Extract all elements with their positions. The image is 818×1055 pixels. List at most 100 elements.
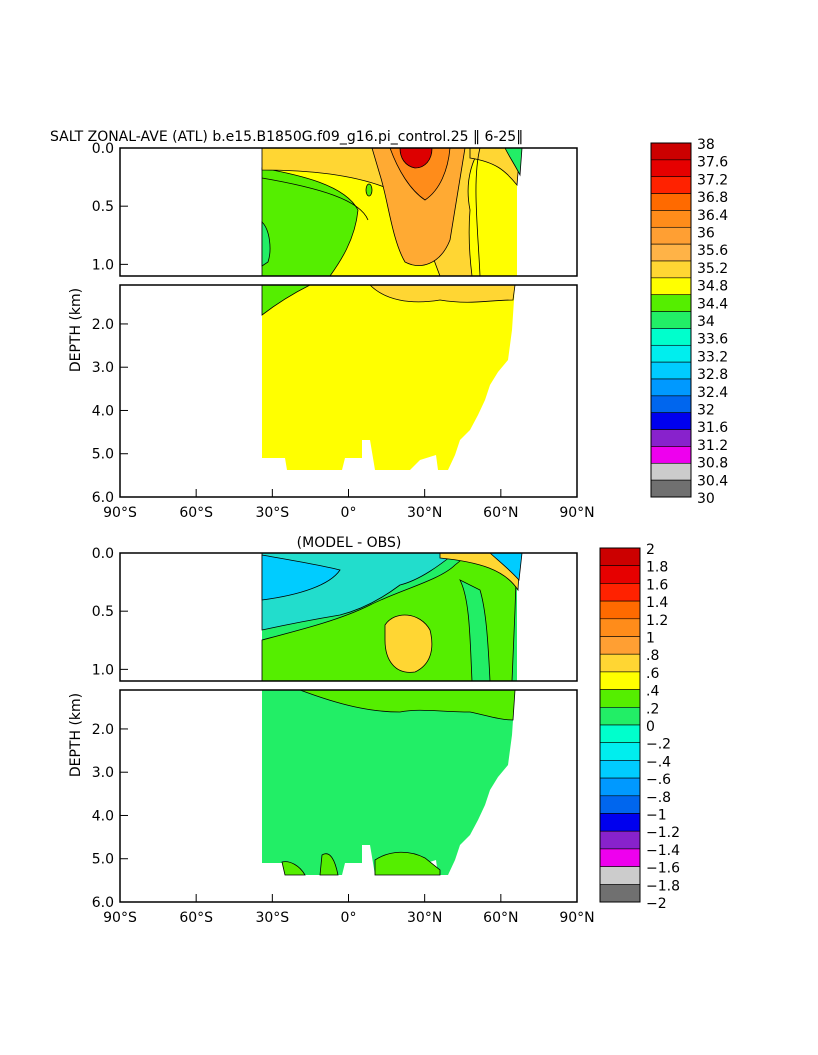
y-tick-label: 0.0: [92, 141, 114, 157]
colorbar-label: 33.6: [697, 332, 728, 348]
colorbar-swatch: [650, 328, 692, 346]
chart-title: SALT ZONAL-AVE (ATL) b.e15.B1850G.f09_g1…: [50, 129, 523, 145]
salt-contour-line: [475, 147, 481, 277]
upper-section-fields: [261, 147, 523, 277]
colorbar-frame: [599, 547, 641, 903]
colorbar-label: −1.6: [646, 861, 680, 877]
y-tick-label: 2.0: [92, 722, 114, 738]
colorbar-swatch: [599, 583, 641, 602]
chart-subtitle: (MODEL - OBS): [297, 535, 402, 551]
x-tick-label: 30°S: [255, 505, 289, 521]
y-axis-label: DEPTH (km): [68, 288, 84, 372]
axis-ticks: 90°S 60°S 30°S 0° 30°N 60°N 90°N 0.0 0.5 1.0 2.0 3.…: [92, 546, 595, 926]
x-tick-label: 60°S: [179, 505, 213, 521]
colorbar-swatch: [650, 176, 692, 194]
colorbar-label: .6: [646, 666, 659, 682]
colorbar-swatch: [599, 636, 641, 655]
x-tick-label: 30°N: [407, 910, 442, 926]
y-tick-label: 2.0: [92, 317, 114, 333]
x-tick-label: 30°N: [407, 505, 442, 521]
colorbar-label: −.6: [646, 772, 671, 788]
colorbar-swatch: [650, 395, 692, 414]
colorbar-swatch: [599, 724, 641, 744]
colorbar-label: 2: [646, 542, 655, 558]
x-tick-label: 60°N: [483, 910, 518, 926]
colorbar-label: 35.2: [697, 261, 728, 277]
y-tick-label: 1.0: [92, 662, 114, 678]
upper-plot-frame: [119, 552, 578, 682]
colorbar-swatch: [599, 777, 641, 797]
salt-gold-subsurface: [369, 284, 516, 303]
colorbar-label: 38: [697, 137, 715, 153]
colorbar-label: 31.2: [697, 438, 728, 454]
colorbar-label: −2: [646, 896, 667, 912]
colorbar-label: 36: [697, 226, 715, 242]
diff-blue-core: [261, 554, 341, 601]
colorbar-label: 31.6: [697, 420, 728, 436]
diff-deep-water: [262, 690, 515, 875]
colorbar-swatch: [650, 277, 692, 296]
difference-panel: (MODEL - OBS) 90°S 60°S 30°S 0° 30°N 60°N 90°N…: [68, 535, 680, 926]
colorbar-label: 30: [697, 491, 715, 507]
upper-plot-frame: [119, 147, 578, 277]
y-tick-label: 5.0: [92, 447, 114, 463]
colorbar-label: −.4: [646, 754, 671, 770]
colorbar-label: 1.6: [646, 577, 668, 593]
colorbar-swatch: [599, 706, 641, 726]
colorbar-swatch: [650, 142, 692, 161]
colorbar-label: −.2: [646, 737, 671, 753]
colorbar-swatch: [650, 294, 692, 312]
salt-aqua-patch: [261, 221, 271, 267]
x-tick-label: 90°S: [103, 910, 137, 926]
colorbar-label: 32.8: [697, 367, 728, 383]
colorbar-swatch: [599, 653, 641, 673]
colorbar-swatch: [650, 226, 692, 245]
salinity-panel: SALT ZONAL-AVE (ATL) b.e15.B1850G.f09_g1…: [50, 129, 728, 521]
colorbar-label: 1.4: [646, 595, 668, 611]
colorbar-label: −1: [646, 808, 667, 824]
colorbar-label: 1.8: [646, 560, 668, 576]
colorbar-label: 30.4: [697, 473, 728, 489]
y-tick-label: 5.0: [92, 852, 114, 868]
colorbar-swatch: [650, 462, 692, 481]
colorbar-swatch: [650, 361, 692, 380]
colorbar-swatch: [599, 883, 641, 903]
diff-green-bottom: [319, 853, 339, 876]
colorbar-swatch: [650, 243, 692, 262]
colorbar-label: 37.6: [697, 155, 728, 171]
colorbar-swatch: [599, 600, 641, 620]
y-tick-label: 3.0: [92, 765, 114, 781]
diff-yellow-lens: [384, 614, 433, 673]
colorbar-frame: [650, 142, 692, 498]
x-tick-label: 60°N: [483, 505, 518, 521]
y-tick-label: 0.5: [92, 604, 114, 620]
y-tick-label: 6.0: [92, 895, 114, 911]
colorbar-label: .2: [646, 701, 659, 717]
colorbar-label: 33.2: [697, 349, 728, 365]
upper-section-fields: [261, 552, 523, 682]
diff-green-subsurface: [299, 689, 516, 721]
colorbar-swatch: [650, 260, 692, 279]
lower-section-fields: [261, 284, 516, 470]
salt-deep-water: [262, 285, 515, 470]
colorbar-swatch: [599, 760, 641, 779]
colorbar-swatch: [599, 671, 641, 690]
colorbar-swatch: [599, 565, 641, 584]
colorbar-swatch: [650, 412, 692, 430]
colorbar-swatch: [650, 311, 692, 329]
x-tick-label: 90°N: [559, 505, 594, 521]
y-tick-label: 6.0: [92, 490, 114, 506]
colorbar-label: 1.2: [646, 613, 668, 629]
y-axis-label: DEPTH (km): [68, 693, 84, 777]
colorbar-label: 0: [646, 719, 655, 735]
axis-ticks: 90°S 60°S 30°S 0° 30°N 60°N 90°N 0.0 0.5 1.0 2.0 3.…: [92, 141, 595, 521]
y-tick-label: 0.0: [92, 546, 114, 562]
colorbar-swatch: [650, 193, 692, 211]
colorbar-label: −1.4: [646, 843, 680, 859]
colorbar-label: 36.8: [697, 190, 728, 206]
colorbar-swatch: [599, 830, 641, 850]
diff-green-bottom: [281, 861, 306, 876]
diff-green-bottom: [374, 851, 441, 876]
colorbar-label: .4: [646, 684, 659, 700]
y-tick-label: 3.0: [92, 360, 114, 376]
